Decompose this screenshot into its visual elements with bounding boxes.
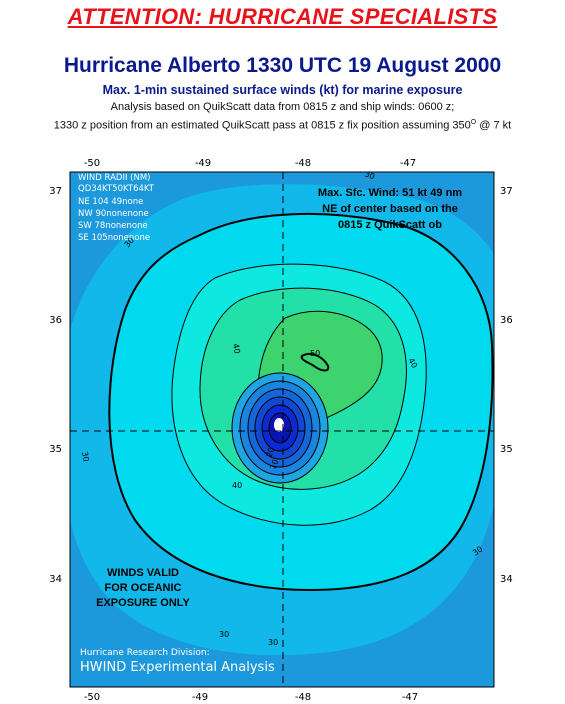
x-tick-label: -47 — [400, 158, 416, 169]
contour-label: 30 — [363, 169, 376, 181]
contour-label: 30 — [268, 638, 278, 647]
x-axis-top: -50 -49 -48 -47 — [84, 158, 416, 169]
contour-label: 30 — [219, 630, 229, 639]
max-wind-line-1: Max. Sfc. Wind: 51 kt 49 nm — [318, 187, 462, 199]
contour-label: 30 — [80, 451, 91, 463]
max-wind-line-2: NE of center based on the — [322, 203, 458, 215]
y-tick-label: 37 — [500, 186, 513, 197]
y-tick-label: 36 — [500, 315, 513, 326]
analysis-note-2-main: 1330 z position from an estimated QuikSc… — [53, 119, 471, 132]
wind-radii-row-se: SE 105nonenone — [78, 233, 150, 243]
y-tick-label: 34 — [500, 574, 513, 585]
x-tick-label: -50 — [84, 692, 100, 703]
map-frame — [69, 171, 495, 688]
credit: Hurricane Research Division: HWIND Exper… — [80, 648, 275, 675]
degree-mark: O — [470, 119, 477, 126]
attention-banner: ATTENTION: HURRICANE SPECIALISTS — [67, 4, 498, 29]
contour-label: 40 — [232, 481, 242, 490]
x-tick-label: -49 — [195, 158, 211, 169]
page-title: Hurricane Alberto 1330 UTC 19 August 200… — [63, 54, 502, 77]
credit-division: Hurricane Research Division: — [80, 648, 210, 658]
max-wind-note: Max. Sfc. Wind: 51 kt 49 nm NE of center… — [318, 187, 462, 231]
validity-line-3: EXPOSURE ONLY — [96, 597, 190, 609]
x-axis-bottom: -50 -49 -48 -47 — [84, 692, 418, 703]
contour-label: 20 — [264, 446, 276, 459]
analysis-note-2: 1330 z position from an estimated QuikSc… — [0, 119, 565, 132]
y-tick-label: 35 — [49, 444, 62, 455]
y-tick-label: 35 — [500, 444, 513, 455]
y-tick-label: 37 — [49, 186, 62, 197]
validity-line-2: FOR OCEANIC — [105, 582, 182, 594]
core-contours — [231, 372, 329, 484]
x-tick-label: -47 — [402, 692, 418, 703]
max-wind-line-3: 0815 z QuikScatt ob — [338, 219, 442, 231]
y-axis-left: 37 36 35 34 — [49, 186, 62, 585]
hurricane-eye — [274, 418, 284, 432]
wind-radii-table: WIND RADII (NM) QD34KT50KT64KT NE 104 49… — [78, 173, 155, 243]
validity-note: WINDS VALID FOR OCEANIC EXPOSURE ONLY — [96, 567, 190, 609]
wind-radii-title: WIND RADII (NM) — [78, 173, 150, 183]
y-tick-label: 36 — [49, 315, 62, 326]
contour-50 — [300, 352, 330, 372]
analysis-note-2-tail: @ 7 kt — [476, 119, 512, 132]
contour-label: 10 — [268, 458, 280, 471]
analysis-note-1: Analysis based on QuikScatt data from 08… — [110, 101, 455, 113]
wind-field-map: 30 30 30 30 30 30 40 40 40 50 20 10 WIND… — [49, 158, 513, 703]
y-axis-right: 37 36 35 34 — [500, 186, 513, 585]
contour-labels: 30 30 30 30 30 30 40 40 40 50 20 10 — [80, 169, 484, 647]
x-tick-label: -49 — [192, 692, 208, 703]
contour-label: 40 — [231, 343, 242, 355]
x-tick-label: -48 — [295, 158, 311, 169]
contour-label: 40 — [406, 357, 419, 370]
wind-radii-row-ne: NE 104 49none — [78, 197, 143, 207]
wind-radii-row-nw: NW 90nonenone — [78, 209, 149, 219]
validity-line-1: WINDS VALID — [107, 567, 179, 579]
x-tick-label: -50 — [84, 158, 100, 169]
contour-label: 50 — [310, 349, 320, 358]
wind-radii-header: QD34KT50KT64KT — [78, 184, 155, 194]
wind-radii-row-sw: SW 78nonenone — [78, 221, 148, 231]
credit-analysis: HWIND Experimental Analysis — [80, 660, 275, 675]
y-tick-label: 34 — [49, 574, 62, 585]
wind-contours: 30 30 30 30 30 30 40 40 40 50 20 10 WIND… — [70, 169, 494, 687]
page-subtitle: Max. 1-min sustained surface winds (kt) … — [102, 83, 463, 97]
x-tick-label: -48 — [295, 692, 311, 703]
